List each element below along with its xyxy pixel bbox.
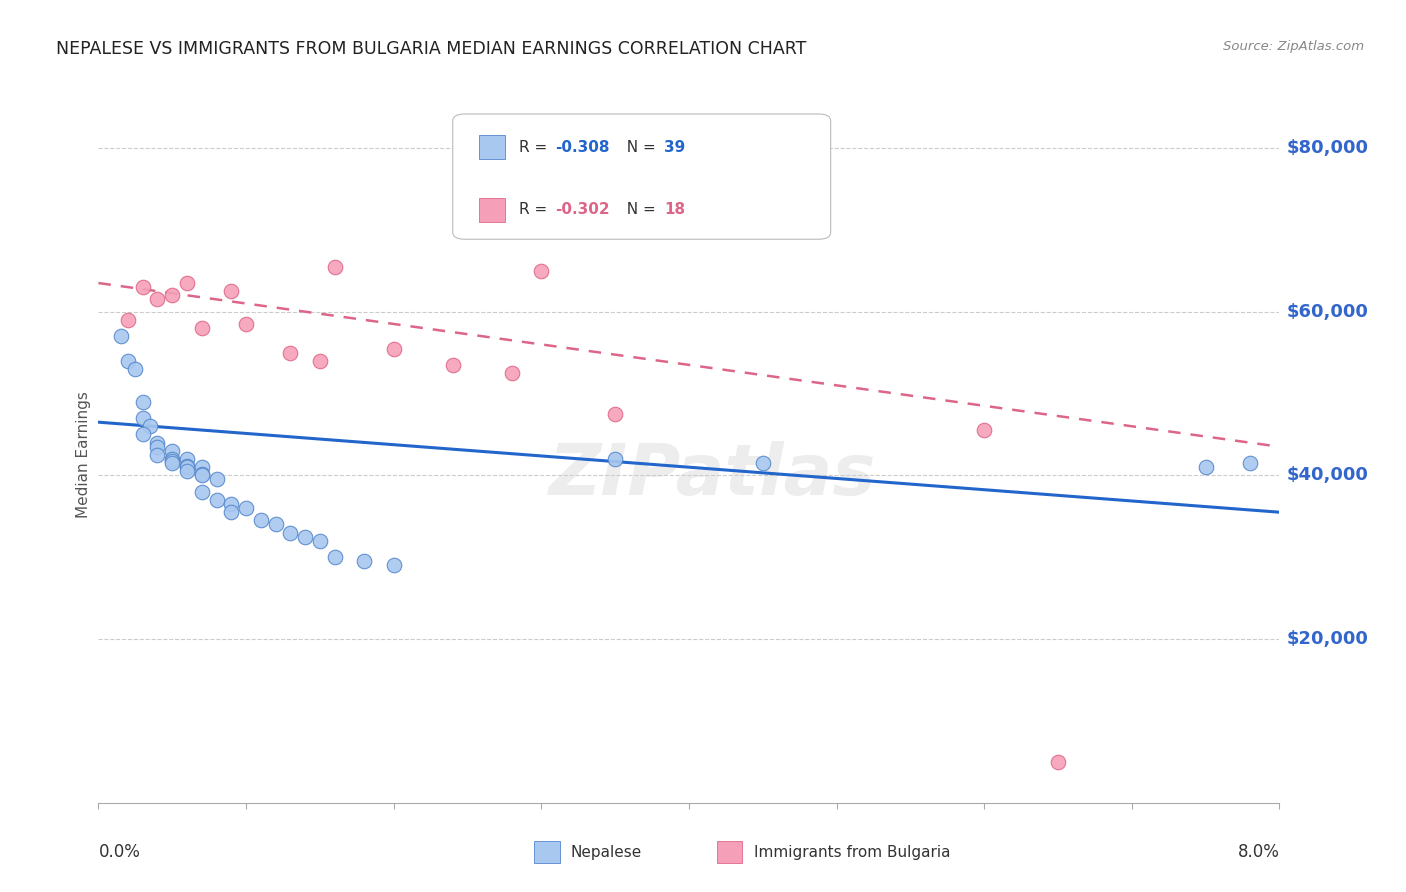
Point bbox=[139, 419, 162, 434]
Point bbox=[605, 407, 627, 421]
Point bbox=[191, 467, 214, 481]
Point bbox=[176, 458, 198, 473]
Text: NEPALESE VS IMMIGRANTS FROM BULGARIA MEDIAN EARNINGS CORRELATION CHART: NEPALESE VS IMMIGRANTS FROM BULGARIA MED… bbox=[56, 40, 807, 58]
Text: R =: R = bbox=[519, 140, 553, 154]
Text: $40,000: $40,000 bbox=[1286, 467, 1368, 484]
FancyBboxPatch shape bbox=[478, 135, 505, 159]
Point bbox=[219, 497, 242, 511]
Point bbox=[382, 342, 405, 356]
Point bbox=[250, 513, 273, 527]
Point bbox=[146, 435, 169, 450]
Point bbox=[191, 460, 214, 475]
Y-axis label: Median Earnings: Median Earnings bbox=[76, 392, 91, 518]
Point bbox=[191, 484, 214, 499]
Point bbox=[146, 448, 169, 462]
Point bbox=[501, 366, 523, 380]
Point bbox=[132, 394, 155, 409]
Point bbox=[605, 452, 627, 467]
Text: $20,000: $20,000 bbox=[1286, 630, 1368, 648]
Point bbox=[132, 427, 155, 442]
Point bbox=[1046, 755, 1069, 769]
Point bbox=[162, 288, 183, 302]
Point bbox=[124, 362, 146, 376]
Text: 8.0%: 8.0% bbox=[1237, 843, 1279, 861]
Text: Nepalese: Nepalese bbox=[571, 845, 643, 860]
Point bbox=[294, 530, 316, 544]
Point bbox=[235, 501, 257, 516]
Point bbox=[1239, 456, 1261, 470]
Text: R =: R = bbox=[519, 202, 553, 218]
Point bbox=[278, 525, 301, 540]
Point bbox=[973, 423, 995, 437]
Text: ZIPatlas: ZIPatlas bbox=[548, 442, 876, 510]
Point bbox=[162, 452, 183, 467]
Point bbox=[176, 276, 198, 290]
Point bbox=[117, 313, 139, 327]
Text: Immigrants from Bulgaria: Immigrants from Bulgaria bbox=[754, 845, 950, 860]
Point bbox=[205, 473, 228, 487]
Point bbox=[219, 284, 242, 298]
FancyBboxPatch shape bbox=[478, 198, 505, 222]
Point bbox=[278, 345, 301, 359]
Point bbox=[162, 453, 183, 467]
Point bbox=[235, 317, 257, 331]
Point bbox=[146, 440, 169, 454]
Text: $80,000: $80,000 bbox=[1286, 139, 1368, 157]
Point bbox=[264, 517, 287, 532]
Point bbox=[117, 353, 139, 368]
Point bbox=[191, 468, 214, 483]
Text: 18: 18 bbox=[664, 202, 685, 218]
Point bbox=[110, 329, 132, 343]
Point bbox=[382, 558, 405, 573]
Point bbox=[530, 264, 553, 278]
Text: 39: 39 bbox=[664, 140, 685, 154]
Point bbox=[146, 293, 169, 307]
Point bbox=[176, 464, 198, 478]
Point bbox=[205, 492, 228, 507]
Point bbox=[323, 550, 346, 565]
Text: N =: N = bbox=[617, 202, 661, 218]
FancyBboxPatch shape bbox=[453, 114, 831, 239]
Point bbox=[323, 260, 346, 274]
Point bbox=[1194, 460, 1216, 475]
Point bbox=[219, 505, 242, 519]
Point bbox=[308, 353, 332, 368]
Point bbox=[308, 533, 332, 548]
Text: N =: N = bbox=[617, 140, 661, 154]
Point bbox=[132, 411, 155, 425]
Point bbox=[162, 443, 183, 458]
Point bbox=[176, 452, 198, 467]
Point bbox=[191, 321, 214, 335]
Text: $60,000: $60,000 bbox=[1286, 302, 1368, 321]
Point bbox=[441, 358, 464, 372]
Point bbox=[353, 554, 375, 568]
Point bbox=[132, 280, 155, 294]
Point bbox=[751, 456, 773, 470]
Text: -0.308: -0.308 bbox=[555, 140, 610, 154]
Text: Source: ZipAtlas.com: Source: ZipAtlas.com bbox=[1223, 40, 1364, 54]
Text: 0.0%: 0.0% bbox=[98, 843, 141, 861]
Text: -0.302: -0.302 bbox=[555, 202, 610, 218]
Point bbox=[162, 456, 183, 470]
Point bbox=[176, 460, 198, 475]
